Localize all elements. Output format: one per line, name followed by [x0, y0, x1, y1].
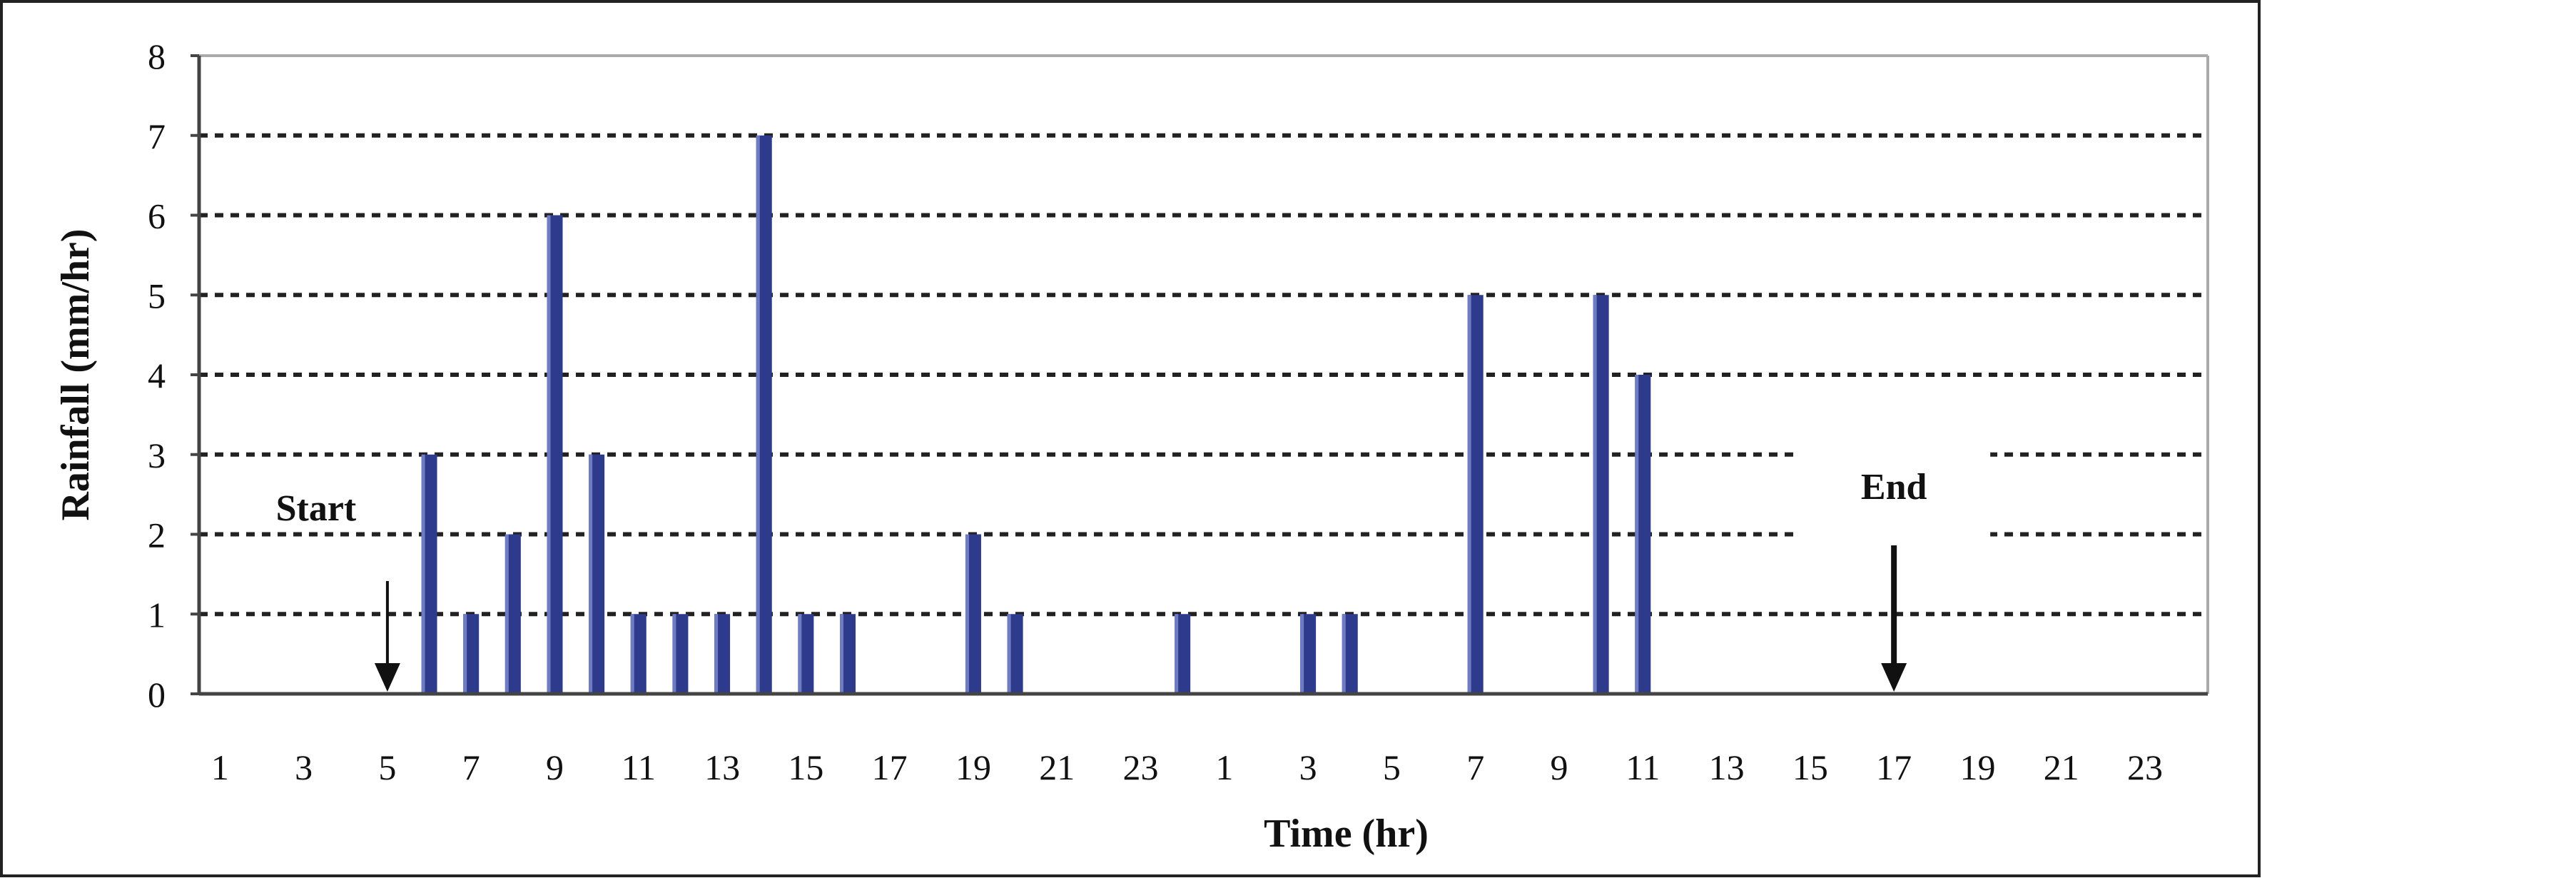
- y-tick-label: 2: [148, 515, 166, 555]
- y-tick-label: 5: [148, 276, 166, 316]
- bar: [756, 135, 772, 694]
- bar-series: [421, 135, 1651, 694]
- x-tick-label: 13: [704, 747, 740, 787]
- bar: [547, 215, 563, 694]
- bar-highlight: [672, 614, 676, 694]
- y-tick-label: 7: [148, 116, 166, 156]
- bar-highlight: [504, 534, 509, 694]
- bar-highlight: [630, 614, 634, 694]
- annotation-end: End: [1861, 467, 1927, 508]
- bar: [1635, 375, 1651, 694]
- bar: [1175, 614, 1191, 694]
- x-tick-label: 9: [1550, 747, 1568, 787]
- bar-highlight: [1300, 614, 1304, 694]
- bar-highlight: [421, 454, 425, 694]
- bar-highlight: [547, 215, 551, 694]
- bar-highlight: [840, 614, 844, 694]
- x-tick-label: 5: [378, 747, 396, 787]
- bar-highlight: [756, 135, 760, 694]
- bar: [1593, 295, 1609, 694]
- y-axis-ticks: 0 1 2 3 4 5 6 7 8: [148, 36, 166, 715]
- bar-highlight: [714, 614, 719, 694]
- bar: [672, 614, 689, 694]
- bar-highlight: [1593, 295, 1597, 694]
- x-tick-label: 15: [788, 747, 823, 787]
- x-tick-label: 3: [295, 747, 313, 787]
- x-tick-label: 17: [1876, 747, 1912, 787]
- bar-highlight: [1467, 295, 1471, 694]
- bar: [1300, 614, 1317, 694]
- x-tick-label: 9: [546, 747, 564, 787]
- arrow-head: [1881, 663, 1907, 692]
- y-tick-label: 1: [148, 595, 166, 635]
- y-tick-label: 3: [148, 435, 166, 475]
- x-tick-label: 5: [1383, 747, 1401, 787]
- x-tick-label: 11: [1626, 747, 1660, 787]
- bar: [1467, 295, 1484, 694]
- x-tick-label: 21: [1039, 747, 1075, 787]
- y-tick-label: 4: [148, 355, 166, 395]
- bar-highlight: [589, 454, 593, 694]
- y-axis-title: Rainfall (mm/hr): [54, 228, 98, 520]
- x-tick-label: 15: [1792, 747, 1828, 787]
- label-backdrop: [1797, 445, 1991, 552]
- bar-highlight: [1342, 614, 1346, 694]
- bar: [714, 614, 731, 694]
- annotation-start: Start: [276, 488, 357, 529]
- x-tick-label: 19: [955, 747, 991, 787]
- y-tick-label: 8: [148, 36, 166, 76]
- x-tick-label: 3: [1299, 747, 1317, 787]
- x-tick-label: 19: [1959, 747, 1995, 787]
- bar-highlight: [1007, 614, 1011, 694]
- y-tick-label: 6: [148, 196, 166, 236]
- bar: [965, 534, 981, 694]
- plot-area: [191, 54, 2209, 696]
- bar-highlight: [1635, 375, 1639, 694]
- gridlines: [199, 54, 2208, 617]
- x-tick-label: 1: [211, 747, 229, 787]
- bar: [421, 454, 437, 694]
- bar: [840, 614, 856, 694]
- x-tick-label: 23: [2127, 747, 2163, 787]
- x-tick-label: 21: [2044, 747, 2079, 787]
- x-tick-label: 11: [622, 747, 656, 787]
- annotations: Start End: [276, 445, 1991, 692]
- bar: [1342, 614, 1358, 694]
- y-tick-label: 0: [148, 675, 166, 715]
- bar: [463, 614, 480, 694]
- x-axis-ticks: 1 3 5 7 9 11 13 15 17 19 21 23 1 3 5 7 9 11 13 15 17 19 21 23: [211, 747, 2163, 787]
- x-tick-label: 23: [1123, 747, 1159, 787]
- bar-highlight: [798, 614, 802, 694]
- x-tick-label: 17: [872, 747, 908, 787]
- bar-highlight: [965, 534, 969, 694]
- bar-highlight: [463, 614, 467, 694]
- bar: [504, 534, 521, 694]
- bar-highlight: [1175, 614, 1179, 694]
- x-tick-label: 1: [1215, 747, 1233, 787]
- bar: [798, 614, 814, 694]
- x-tick-label: 13: [1709, 747, 1745, 787]
- arrow-head: [374, 663, 400, 692]
- bar: [589, 454, 605, 694]
- bar: [1007, 614, 1023, 694]
- x-tick-label: 7: [462, 747, 480, 787]
- x-tick-label: 7: [1466, 747, 1484, 787]
- x-axis-title: Time (hr): [1264, 812, 1429, 856]
- bar: [630, 614, 646, 694]
